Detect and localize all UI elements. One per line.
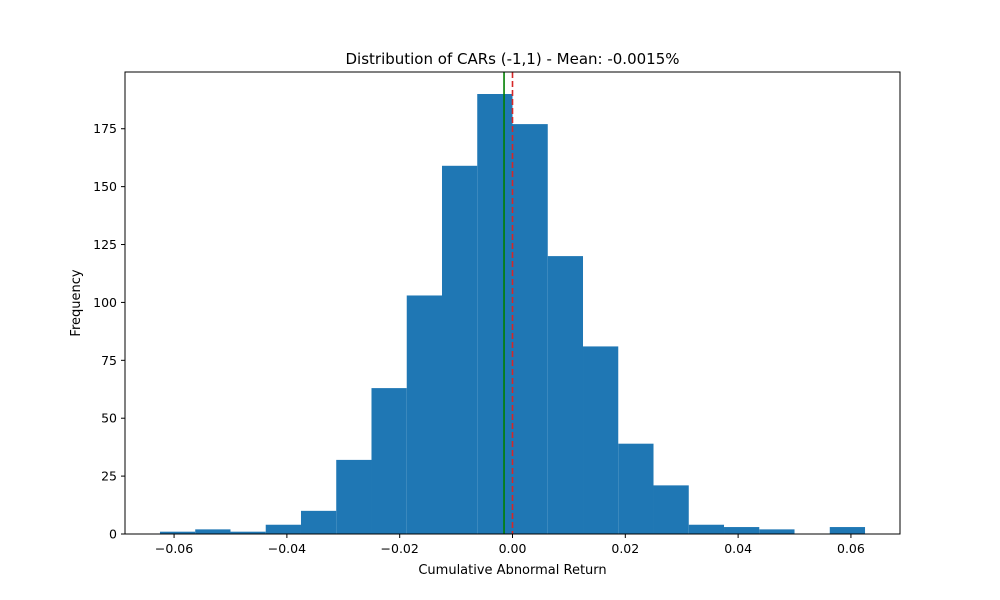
histogram-bar (618, 443, 654, 534)
x-tick-label: 0.04 (724, 541, 752, 556)
y-tick-label: 75 (101, 353, 117, 368)
y-tick-label: 125 (93, 237, 117, 252)
histogram-bar (547, 256, 584, 534)
x-tick-label: −0.04 (268, 541, 306, 556)
histogram-bar (583, 346, 619, 534)
histogram-bar (512, 124, 548, 535)
y-tick-label: 100 (93, 295, 117, 310)
x-axis-ticks: −0.06 −0.04 −0.02 0.00 0.02 0.04 0.06 (155, 534, 865, 556)
reference-lines (503, 72, 514, 534)
chart-title: Distribution of CARs (-1,1) - Mean: -0.0… (345, 50, 679, 68)
y-tick-label: 175 (93, 121, 117, 136)
histogram-bar (265, 524, 301, 534)
y-axis-ticks: 0 25 50 75 100 125 150 175 (93, 121, 125, 542)
histogram-bar (759, 529, 795, 534)
x-axis-label: Cumulative Abnormal Return (418, 563, 606, 578)
histogram-bar (688, 524, 725, 534)
histogram-bar (406, 295, 442, 534)
y-axis-label: Frequency (69, 269, 84, 336)
y-tick-label: 50 (101, 411, 117, 426)
x-tick-label: −0.06 (155, 541, 193, 556)
x-tick-label: −0.02 (381, 541, 419, 556)
x-tick-label: 0.06 (837, 541, 865, 556)
histogram-bar (441, 165, 478, 534)
histogram-bar (829, 527, 866, 534)
x-tick-label: 0.02 (611, 541, 639, 556)
histogram-bar (477, 94, 513, 534)
histogram-bar (336, 459, 372, 534)
histogram-bars (159, 94, 866, 535)
histogram-bar (195, 529, 231, 534)
histogram-bar (230, 531, 266, 534)
histogram-bar (724, 527, 760, 534)
histogram-bar (300, 510, 337, 534)
y-tick-label: 0 (109, 527, 117, 542)
y-tick-label: 150 (93, 179, 117, 194)
histogram-bar (653, 485, 689, 534)
histogram-bar (159, 531, 196, 534)
y-tick-label: 25 (101, 469, 117, 484)
x-tick-label: 0.00 (499, 541, 527, 556)
histogram-bar (371, 388, 407, 534)
